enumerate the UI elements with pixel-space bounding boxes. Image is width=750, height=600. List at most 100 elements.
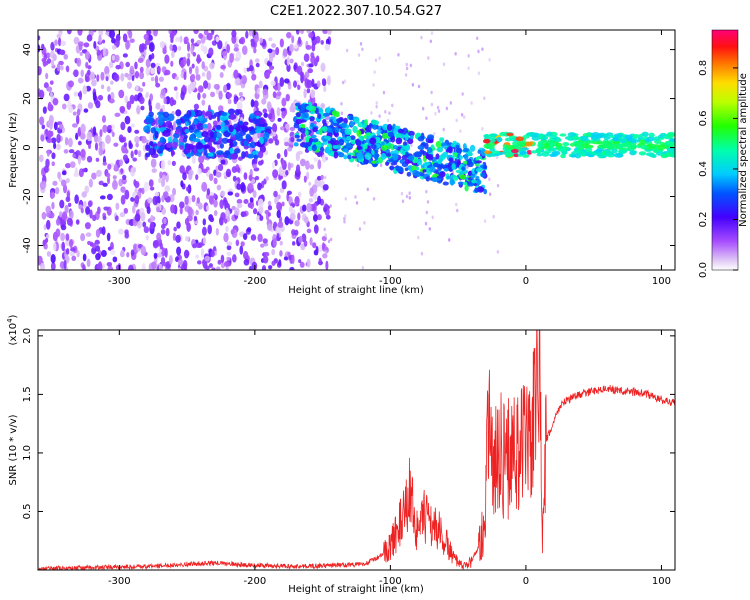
spectrogram-cell bbox=[201, 181, 208, 192]
spectrogram-cell bbox=[195, 73, 201, 81]
spectrogram-cell bbox=[258, 205, 264, 215]
spectrogram-cell bbox=[462, 147, 470, 153]
spectrogram-cell bbox=[262, 108, 268, 114]
spectrogram-cell bbox=[128, 30, 133, 39]
spectrogram-cell bbox=[603, 136, 611, 140]
spectrogram-cell bbox=[96, 169, 102, 177]
spectrogram-cell bbox=[172, 121, 176, 131]
spectrogram-cell bbox=[295, 30, 300, 35]
spectrogram-cell bbox=[327, 239, 331, 244]
spectrogram-cell bbox=[134, 180, 140, 189]
spectrogram-cell bbox=[425, 210, 429, 215]
spectrogram-cell bbox=[225, 225, 229, 233]
spectrogram-cell bbox=[119, 137, 125, 143]
x-tick-label: 0 bbox=[523, 276, 529, 287]
spectrogram-cell bbox=[171, 30, 177, 36]
spectrogram-cell bbox=[211, 267, 216, 270]
spectrogram-cell bbox=[217, 105, 224, 112]
spectrogram-cell bbox=[344, 214, 347, 218]
spectrogram-cell bbox=[267, 113, 273, 120]
spectrogram-cell bbox=[118, 89, 125, 99]
spectrogram-cell bbox=[64, 163, 71, 169]
spectrogram-cell bbox=[315, 180, 322, 187]
spectrogram-cell bbox=[122, 154, 129, 162]
spectrogram-cell bbox=[225, 207, 229, 217]
spectrogram-cell bbox=[559, 146, 566, 152]
spectrogram-cell bbox=[318, 244, 324, 252]
spectrogram-cell bbox=[595, 149, 603, 154]
spectrogram-cell bbox=[295, 112, 301, 118]
spectrogram-cell bbox=[88, 143, 92, 150]
spectrogram-cell bbox=[241, 74, 248, 85]
spectrogram-cell bbox=[575, 153, 582, 159]
spectrogram-cell bbox=[294, 220, 300, 227]
spectrogram-cell bbox=[206, 122, 212, 131]
spectrogram-cell bbox=[435, 153, 440, 160]
spectrogram-cell bbox=[240, 182, 246, 192]
spectrogram-cell bbox=[221, 111, 228, 117]
spectrogram-cell bbox=[476, 36, 479, 41]
spectrogram-cell bbox=[145, 58, 151, 68]
spectrogram-cell bbox=[426, 147, 433, 154]
spectrogram-cell bbox=[67, 137, 73, 148]
spectrogram-cell bbox=[162, 129, 171, 137]
spectrogram-cell bbox=[155, 82, 161, 88]
spectrogram-cell bbox=[175, 90, 179, 100]
spectrogram-cell bbox=[347, 154, 352, 160]
spectrogram-cell bbox=[243, 198, 249, 205]
spectrogram-cell bbox=[274, 139, 280, 146]
spectrogram-cell bbox=[265, 176, 269, 181]
spectrogram-cell bbox=[108, 98, 115, 104]
spectrogram-cell bbox=[356, 145, 361, 151]
spectrogram-cell bbox=[276, 201, 283, 211]
spectrogram-cell bbox=[253, 47, 257, 54]
spectrogram-cell bbox=[59, 49, 66, 56]
spectrogram-cell bbox=[216, 150, 224, 156]
spectrogram-cell bbox=[237, 166, 241, 174]
spectrogram-cell bbox=[376, 129, 381, 136]
spectrogram-cell bbox=[68, 149, 75, 154]
spectrogram-cell bbox=[464, 184, 469, 192]
snr-panel: -300 -200 -100 0 100 0.5 1.0 1.5 2.0 Height of … bbox=[6, 314, 676, 595]
spectrogram-cell bbox=[355, 139, 362, 147]
spectrogram-cell bbox=[98, 30, 104, 37]
spectrogram-cell bbox=[85, 61, 89, 69]
spectrogram-cell bbox=[541, 139, 549, 144]
spectrogram-cell bbox=[309, 187, 315, 197]
spectrogram-cell bbox=[146, 30, 152, 36]
spectrogram-cell bbox=[56, 133, 61, 144]
spectrogram-cell bbox=[92, 91, 97, 102]
spectrogram-cell bbox=[193, 103, 200, 110]
spectrogram-cell bbox=[324, 43, 331, 51]
spectrogram-cell bbox=[143, 33, 149, 41]
spectrogram-cell bbox=[67, 202, 72, 208]
spectrogram-cell bbox=[63, 93, 70, 102]
spectrogram-cell bbox=[289, 43, 294, 53]
spectrogram-cell bbox=[232, 175, 237, 182]
spectrogram-cell bbox=[301, 123, 306, 129]
spectrogram-cell bbox=[571, 136, 581, 141]
spectrogram-cell bbox=[226, 138, 234, 144]
spectrogram-frame bbox=[37, 29, 676, 271]
spectrogram-cell bbox=[274, 85, 279, 91]
spectrogram-cell bbox=[76, 108, 81, 116]
spectrogram-cell bbox=[213, 210, 218, 216]
spectrogram-cell bbox=[408, 191, 411, 195]
spectrogram-cell bbox=[241, 45, 248, 55]
spectrogram-cell bbox=[182, 84, 186, 92]
spectrogram-cell bbox=[64, 204, 69, 214]
spectrogram-cell bbox=[404, 133, 409, 141]
spectrogram-cell bbox=[236, 199, 243, 204]
spectrogram-cell bbox=[150, 214, 154, 223]
spectrogram-cell bbox=[217, 40, 223, 50]
spectrogram-cell bbox=[323, 135, 331, 140]
y-tick-label: 1.0 bbox=[22, 445, 33, 461]
spectrogram-cell bbox=[409, 135, 414, 140]
spectrogram-cell bbox=[365, 125, 372, 133]
spectrogram-cell bbox=[173, 86, 178, 91]
spectrogram-cell bbox=[184, 128, 190, 134]
spectrogram-cell bbox=[483, 96, 486, 101]
colorbar-tick-label: 0.6 bbox=[698, 110, 709, 126]
spectrogram-cell bbox=[129, 65, 135, 76]
spectrogram-cell bbox=[243, 258, 250, 266]
